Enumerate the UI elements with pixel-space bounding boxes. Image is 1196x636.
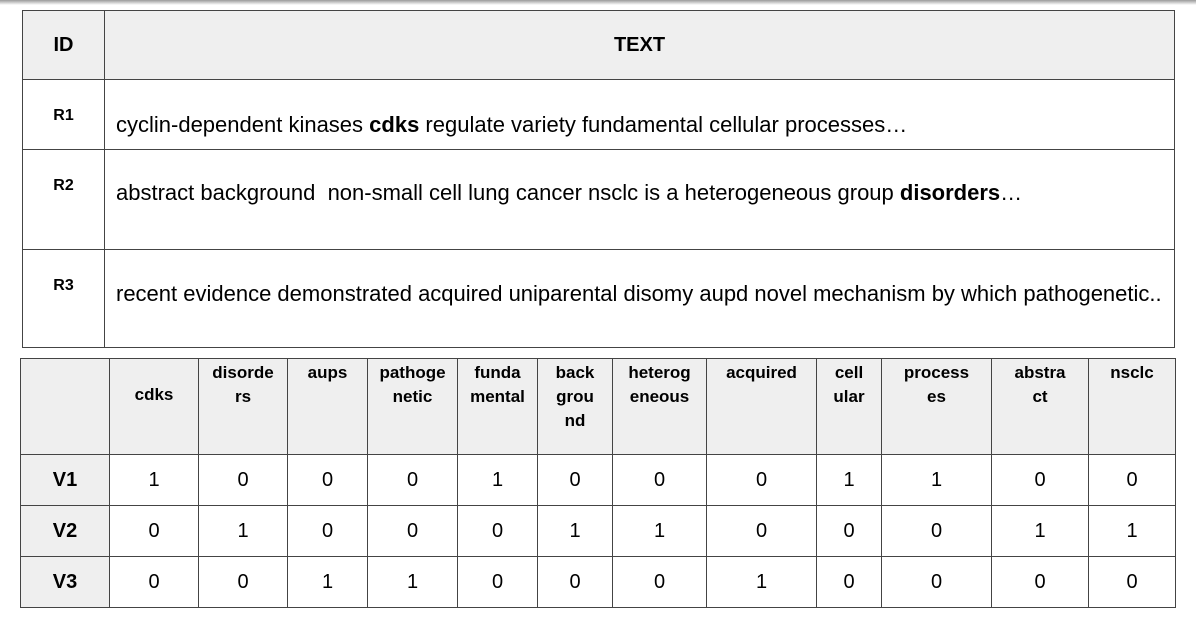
vector-cell: 0 bbox=[816, 556, 882, 608]
highlighted-term: cdks bbox=[369, 112, 420, 137]
vector-cell: 1 bbox=[881, 454, 992, 506]
vector-cell: 1 bbox=[287, 556, 368, 608]
doc-row-text: recent evidence demonstrated acquired un… bbox=[104, 249, 1175, 348]
vector-cell: 0 bbox=[881, 556, 992, 608]
text-segment: cyclin-dependent kinases bbox=[116, 112, 370, 137]
vector-cell: 0 bbox=[612, 454, 707, 506]
vector-cell: 0 bbox=[706, 454, 817, 506]
doc-row-id: R1 bbox=[22, 79, 105, 150]
vector-cell: 0 bbox=[537, 454, 613, 506]
doc-row: R2 abstract background non-small cell lu… bbox=[22, 149, 1175, 250]
doc-table-header-row: ID TEXT bbox=[22, 10, 1175, 80]
doc-row-id: R2 bbox=[22, 149, 105, 250]
doc-row-text: cyclin-dependent kinases cdks regulate v… bbox=[104, 79, 1175, 150]
term-column-header: acquired bbox=[706, 358, 817, 455]
vector-cell: 0 bbox=[706, 505, 817, 557]
document-text-table: ID TEXT R1 cyclin-dependent kinases cdks… bbox=[22, 10, 1175, 348]
vector-cell: 0 bbox=[198, 556, 288, 608]
vector-row: V3 0 0 1 1 0 0 0 1 0 0 0 0 bbox=[20, 556, 1176, 608]
doc-row: R1 cyclin-dependent kinases cdks regulat… bbox=[22, 79, 1175, 150]
id-column-header: ID bbox=[22, 10, 105, 80]
term-column-header: abstract bbox=[991, 358, 1089, 455]
term-column-header: pathogenetic bbox=[367, 358, 458, 455]
corner-cell bbox=[20, 358, 110, 455]
vector-cell: 1 bbox=[612, 505, 707, 557]
vector-cell: 1 bbox=[706, 556, 817, 608]
text-segment: recent evidence demonstrated acquired un… bbox=[116, 281, 1162, 306]
vector-cell: 0 bbox=[816, 505, 882, 557]
vector-cell: 1 bbox=[457, 454, 538, 506]
vector-cell: 0 bbox=[457, 556, 538, 608]
text-segment: regulate variety fundamental cellular pr… bbox=[419, 112, 908, 137]
vector-cell: 1 bbox=[109, 454, 199, 506]
doc-row-id: R3 bbox=[22, 249, 105, 348]
term-column-header: disorders bbox=[198, 358, 288, 455]
vector-row-label: V2 bbox=[20, 505, 110, 557]
vector-cell: 1 bbox=[991, 505, 1089, 557]
vector-row: V2 0 1 0 0 0 1 1 0 0 0 1 1 bbox=[20, 505, 1176, 557]
vector-cell: 0 bbox=[1088, 556, 1176, 608]
top-shadow bbox=[0, 0, 1196, 5]
vector-cell: 0 bbox=[991, 556, 1089, 608]
term-column-header: aups bbox=[287, 358, 368, 455]
vector-cell: 0 bbox=[287, 505, 368, 557]
text-column-header: TEXT bbox=[104, 10, 1175, 80]
vector-cell: 1 bbox=[367, 556, 458, 608]
highlighted-term: disorders bbox=[899, 180, 1001, 205]
term-vector-table: cdks disorders aups pathogenetic fundame… bbox=[20, 358, 1176, 608]
term-column-header: heterogeneous bbox=[612, 358, 707, 455]
term-column-header: background bbox=[537, 358, 613, 455]
vector-cell: 0 bbox=[537, 556, 613, 608]
term-column-header: nsclc bbox=[1088, 358, 1176, 455]
vector-cell: 0 bbox=[198, 454, 288, 506]
vector-row-label: V1 bbox=[20, 454, 110, 506]
term-column-header: processes bbox=[881, 358, 992, 455]
term-column-header: cellular bbox=[816, 358, 882, 455]
vector-cell: 1 bbox=[816, 454, 882, 506]
vector-cell: 0 bbox=[367, 454, 458, 506]
vector-table-header-row: cdks disorders aups pathogenetic fundame… bbox=[20, 358, 1176, 455]
vector-cell: 1 bbox=[537, 505, 613, 557]
vector-row-label: V3 bbox=[20, 556, 110, 608]
term-column-header: cdks bbox=[109, 358, 199, 455]
vector-row: V1 1 0 0 0 1 0 0 0 1 1 0 0 bbox=[20, 454, 1176, 506]
text-segment: … bbox=[1000, 180, 1023, 205]
vector-cell: 0 bbox=[367, 505, 458, 557]
vector-cell: 0 bbox=[109, 505, 199, 557]
vector-cell: 0 bbox=[612, 556, 707, 608]
vector-cell: 0 bbox=[881, 505, 992, 557]
term-column-header: fundamental bbox=[457, 358, 538, 455]
vector-cell: 0 bbox=[457, 505, 538, 557]
vector-cell: 1 bbox=[198, 505, 288, 557]
text-segment: abstract background non-small cell lung … bbox=[116, 180, 900, 205]
vector-cell: 0 bbox=[109, 556, 199, 608]
vector-cell: 0 bbox=[287, 454, 368, 506]
doc-row: R3 recent evidence demonstrated acquired… bbox=[22, 249, 1175, 348]
vector-cell: 1 bbox=[1088, 505, 1176, 557]
vector-cell: 0 bbox=[991, 454, 1089, 506]
vector-cell: 0 bbox=[1088, 454, 1176, 506]
doc-row-text: abstract background non-small cell lung … bbox=[104, 149, 1175, 250]
